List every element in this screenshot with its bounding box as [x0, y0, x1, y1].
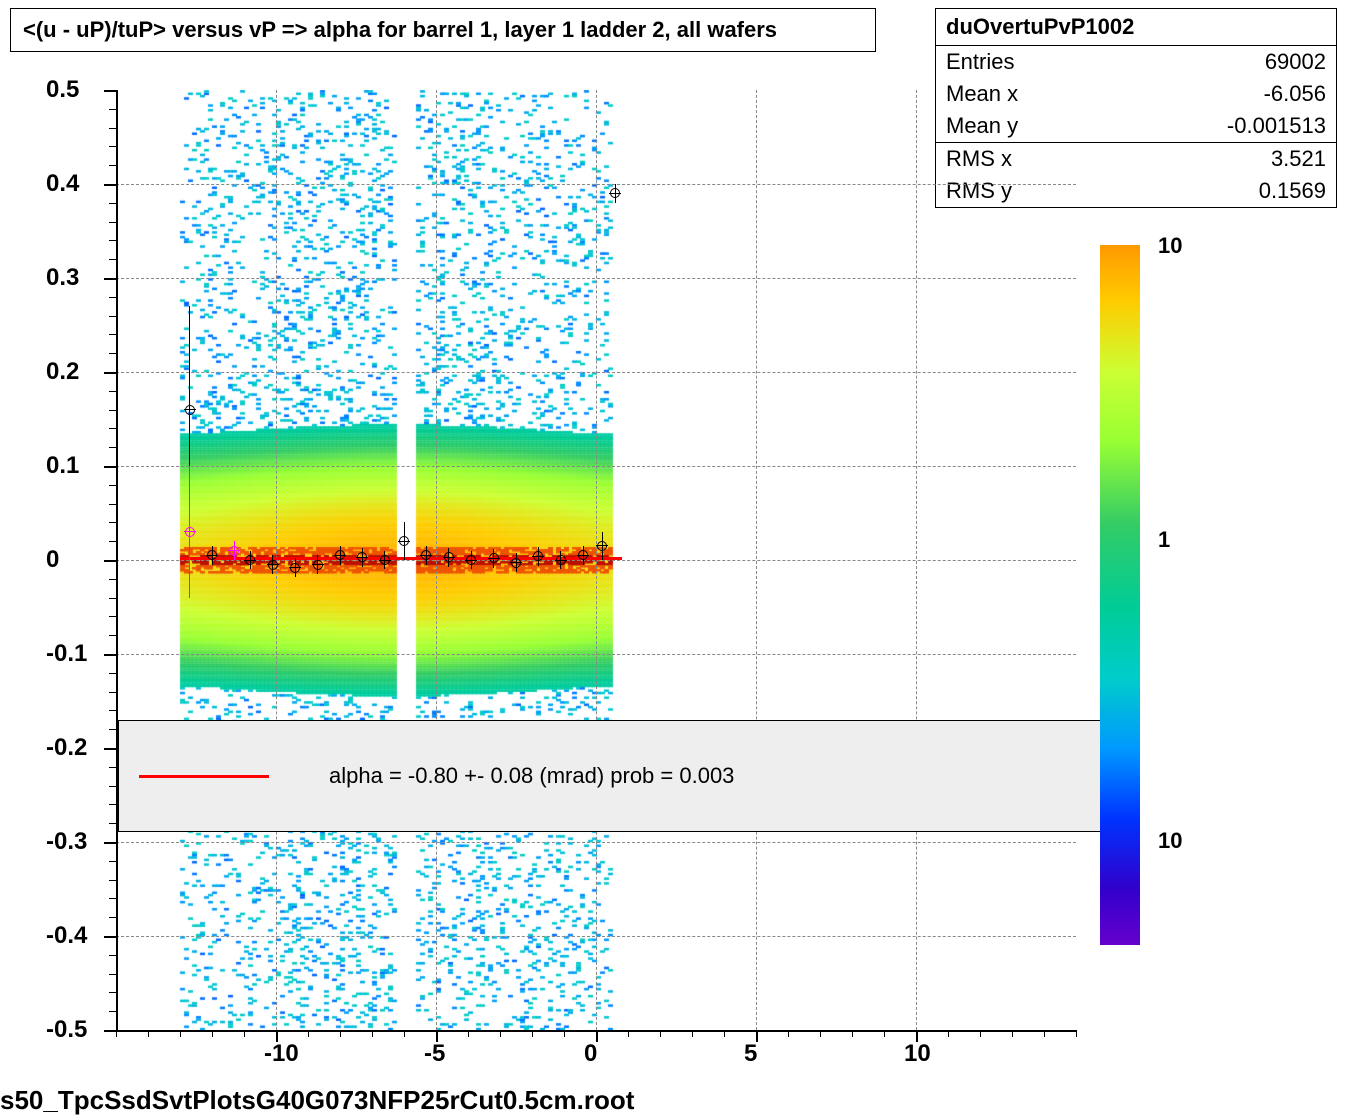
axis-tick-label: -0.5 — [46, 1016, 87, 1044]
profile-point — [185, 405, 195, 415]
axis-tick-label: 10 — [904, 1040, 931, 1068]
profile-point — [489, 553, 499, 563]
plot-area — [116, 90, 1076, 1030]
fit-legend-text: alpha = -0.80 +- 0.08 (mrad) prob = 0.00… — [329, 763, 734, 789]
fit-line-sample — [139, 775, 269, 778]
profile-point — [185, 527, 195, 537]
axis-tick-label: 0.4 — [46, 170, 79, 198]
chart-title-text: <(u - uP)/tuP> versus vP => alpha for ba… — [23, 17, 777, 42]
axis-tick-label: -10 — [264, 1040, 299, 1068]
colorbar-tick-label: 10 — [1158, 828, 1182, 854]
profile-point — [578, 550, 588, 560]
axis-tick-label: -0.3 — [46, 828, 87, 856]
axis-tick-label: -5 — [424, 1040, 445, 1068]
profile-point — [268, 560, 278, 570]
stats-value: 0.1569 — [1259, 178, 1326, 204]
axis-tick-label: 0.1 — [46, 452, 79, 480]
stats-value: 3.521 — [1271, 146, 1326, 172]
profile-point — [335, 550, 345, 560]
stats-value: -0.001513 — [1227, 113, 1326, 139]
colorbar-tick-label: 1 — [1158, 527, 1170, 553]
axis-tick-label: -0.4 — [46, 922, 87, 950]
axis-tick-label: 0 — [584, 1040, 597, 1068]
axis-tick-label: 0.3 — [46, 264, 79, 292]
footer-filename: s50_TpcSsdSvtPlotsG40G073NFP25rCut0.5cm.… — [0, 1085, 634, 1116]
axis-tick-label: 0.5 — [46, 76, 79, 104]
profile-point — [399, 536, 409, 546]
stats-row: Entries 69002 — [936, 46, 1336, 78]
stats-value: 69002 — [1265, 49, 1326, 75]
fit-legend: alpha = -0.80 +- 0.08 (mrad) prob = 0.00… — [118, 720, 1115, 832]
profile-point — [421, 550, 431, 560]
profile-point — [597, 541, 607, 551]
stats-name: duOvertuPvP1002 — [936, 9, 1336, 46]
profile-point — [229, 546, 239, 556]
profile-point — [444, 552, 454, 562]
profile-point — [313, 560, 323, 570]
colorbar-tick-label: 10 — [1158, 233, 1182, 259]
profile-point — [357, 552, 367, 562]
axis-tick-label: 0.2 — [46, 358, 79, 386]
profile-point — [556, 555, 566, 565]
profile-point — [466, 555, 476, 565]
profile-point — [511, 558, 521, 568]
axis-tick-label: 5 — [744, 1040, 757, 1068]
axis-tick-label: 0 — [46, 546, 59, 574]
profile-point — [610, 188, 620, 198]
profile-point — [380, 555, 390, 565]
profile-point — [207, 550, 217, 560]
axis-tick-label: -0.1 — [46, 640, 87, 668]
axis-tick-label: -0.2 — [46, 734, 87, 762]
profile-point — [245, 555, 255, 565]
stats-label: Entries — [946, 49, 1014, 75]
stats-value: -6.056 — [1264, 81, 1326, 107]
profile-point — [290, 563, 300, 573]
colorbar — [1100, 245, 1140, 945]
chart-title: <(u - uP)/tuP> versus vP => alpha for ba… — [10, 8, 876, 52]
colorbar-gradient — [1100, 245, 1140, 945]
profile-point — [533, 551, 543, 561]
